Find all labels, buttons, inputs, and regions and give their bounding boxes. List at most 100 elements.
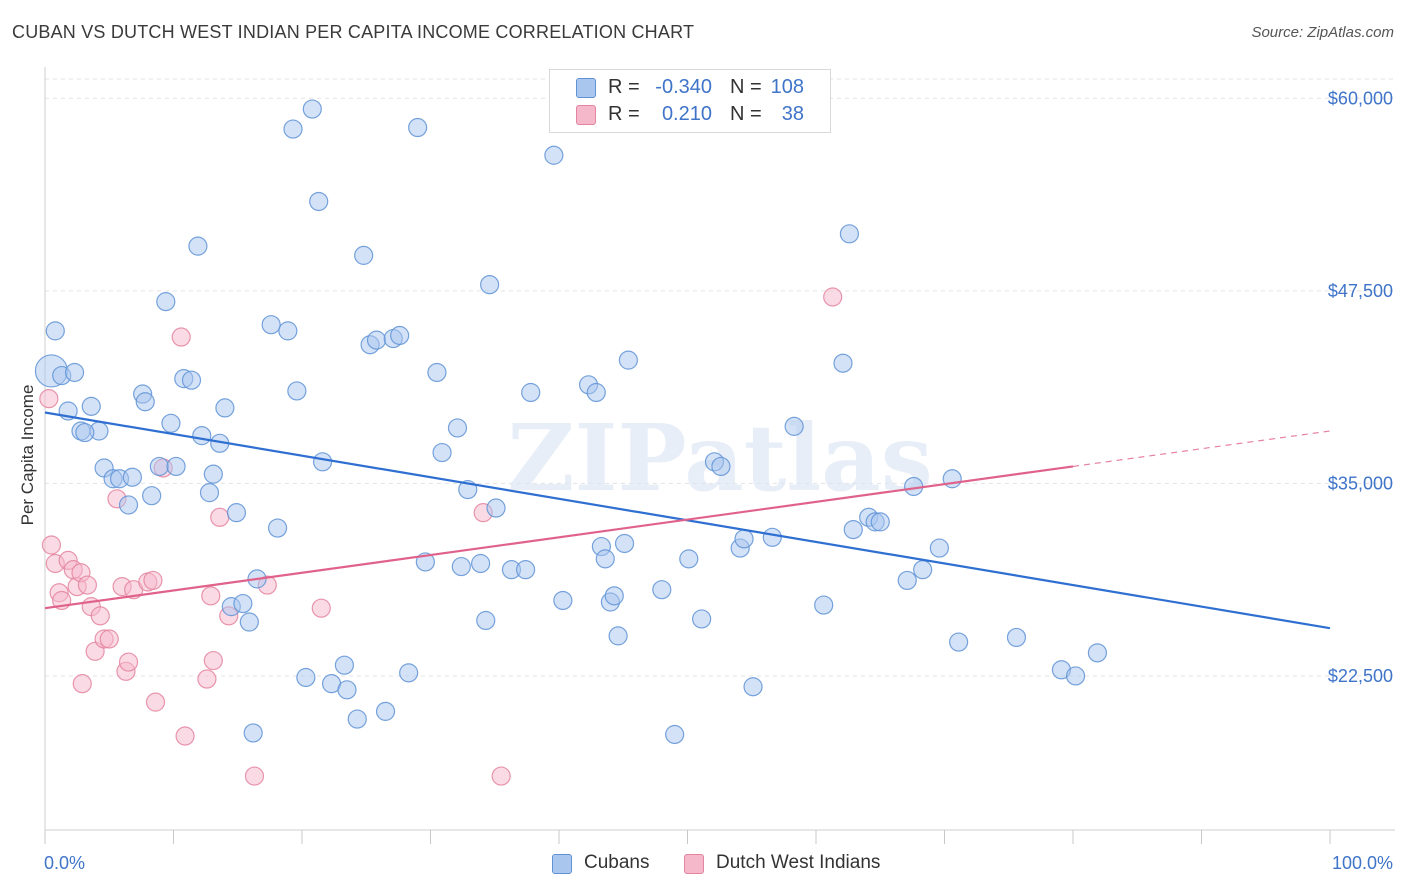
cubans-point <box>929 538 949 558</box>
cubans-point <box>833 353 853 373</box>
dutch-west-indians-point <box>311 598 331 618</box>
dutch-west-indians-swatch <box>576 105 596 125</box>
legend-row-dutch-west-indians: R = 0.210 N = 38 <box>550 101 830 127</box>
cubans-point <box>118 495 139 515</box>
cubans-point <box>486 498 506 518</box>
cubans-point <box>471 553 491 574</box>
x-tick-label: 0.0% <box>44 853 85 873</box>
cubans-point <box>75 422 95 443</box>
dutch-west-indians-point <box>41 535 62 555</box>
y-tick-label: $60,000 <box>1328 88 1393 108</box>
x-tick-label: 100.0% <box>1332 853 1393 873</box>
dutch-west-indians-point <box>201 586 221 606</box>
cubans-point <box>762 527 782 547</box>
cubans-point <box>1006 627 1027 648</box>
cubans-point <box>608 626 628 646</box>
dutch-west-indians-point <box>171 327 191 347</box>
y-tick-label: $47,500 <box>1328 281 1393 301</box>
dutch-west-indians-point <box>99 629 119 649</box>
cubans-point <box>267 518 288 538</box>
legend-n-value: 108 <box>770 76 804 98</box>
cubans-point <box>408 117 428 138</box>
trend-lines <box>44 411 1331 630</box>
cubans-point <box>814 595 834 615</box>
cubans-point <box>432 442 452 463</box>
cubans-point <box>652 580 672 600</box>
cubans-point <box>692 609 712 629</box>
bottom-legend-cubans: Cubans <box>552 851 672 877</box>
gridlines <box>45 78 1395 677</box>
cubans-point <box>287 381 307 401</box>
cubans-point <box>122 467 142 487</box>
y-tick-label: $35,000 <box>1328 473 1393 493</box>
cubans-point <box>480 275 500 295</box>
cubans-point <box>521 382 541 403</box>
cubans-point <box>239 612 259 632</box>
dutch-west-indians-trend-extension <box>1072 430 1331 468</box>
cubans-point <box>261 315 281 335</box>
dutch-west-indians-point <box>143 570 163 591</box>
cubans-point <box>595 549 615 569</box>
cubans-point <box>366 330 387 350</box>
cubans-point <box>390 325 410 346</box>
cubans-point <box>312 452 333 472</box>
source-label: Source: ZipAtlas.com <box>1251 24 1394 41</box>
cubans-point <box>149 456 169 477</box>
bottom-legend-dutch-west-indians: Dutch West Indians <box>684 851 904 877</box>
dutch-west-indians-point <box>118 652 139 672</box>
chart-title: CUBAN VS DUTCH WEST INDIAN PER CAPITA IN… <box>12 22 695 42</box>
cubans-point <box>1087 643 1108 663</box>
cubans-point <box>192 426 212 446</box>
cubans-point <box>243 723 263 743</box>
cubans-point <box>839 224 860 244</box>
cubans-point <box>870 512 890 532</box>
cubans-point <box>553 590 573 611</box>
cubans-point <box>743 677 763 697</box>
cubans-point <box>203 464 223 484</box>
cubans-point <box>334 655 355 675</box>
cubans-point <box>614 533 635 554</box>
legend: R = -0.340 N = 108 R = 0.210 N = 38 <box>549 69 831 133</box>
cubans-point <box>296 667 316 688</box>
cubans-point <box>166 456 186 477</box>
legend-r-value: 0.210 <box>661 103 712 125</box>
cubans-point <box>1065 666 1086 686</box>
cubans-point <box>618 350 638 370</box>
cubans-point <box>451 556 471 577</box>
cubans-point <box>476 610 496 631</box>
cubans-point <box>161 413 181 433</box>
cubans-point <box>188 236 208 256</box>
y-tick-label: $22,500 <box>1328 666 1393 686</box>
cubans-point <box>897 570 917 591</box>
cubans-point <box>283 119 303 139</box>
cubans-point <box>544 145 564 165</box>
dutch-west-indians-point <box>491 766 511 786</box>
y-axis-label: Per Capita Income <box>18 385 37 526</box>
cubans-point <box>913 560 933 580</box>
cubans-point <box>427 362 447 383</box>
cubans-point <box>375 701 396 721</box>
y-tick-labels: $22,500 $35,000 $47,500 $60,000 <box>1328 88 1393 686</box>
cubans-point <box>135 392 155 412</box>
cubans-point <box>347 709 367 729</box>
cubans-point <box>784 416 804 436</box>
dutch-west-indians-point <box>72 674 92 694</box>
cubans-point <box>586 382 606 403</box>
cubans-point <box>711 456 731 477</box>
dutch-west-indians-trend-line <box>44 465 1074 610</box>
cubans-point <box>64 362 85 383</box>
cubans-point <box>233 593 253 614</box>
cubans-point <box>181 370 202 390</box>
cubans-point <box>604 586 624 606</box>
dutch-west-indians-point <box>145 692 166 712</box>
dutch-west-indians-point <box>175 726 195 746</box>
cubans-point <box>302 99 322 119</box>
cubans-point <box>515 560 536 580</box>
cubans-point <box>215 398 235 418</box>
cubans-point <box>156 292 176 312</box>
legend-r-label: R = <box>608 76 640 98</box>
x-tick-labels: 0.0% 100.0% <box>44 853 1393 873</box>
dutch-west-indians-label: Dutch West Indians <box>716 852 881 873</box>
legend-n-label: N = <box>730 103 762 125</box>
